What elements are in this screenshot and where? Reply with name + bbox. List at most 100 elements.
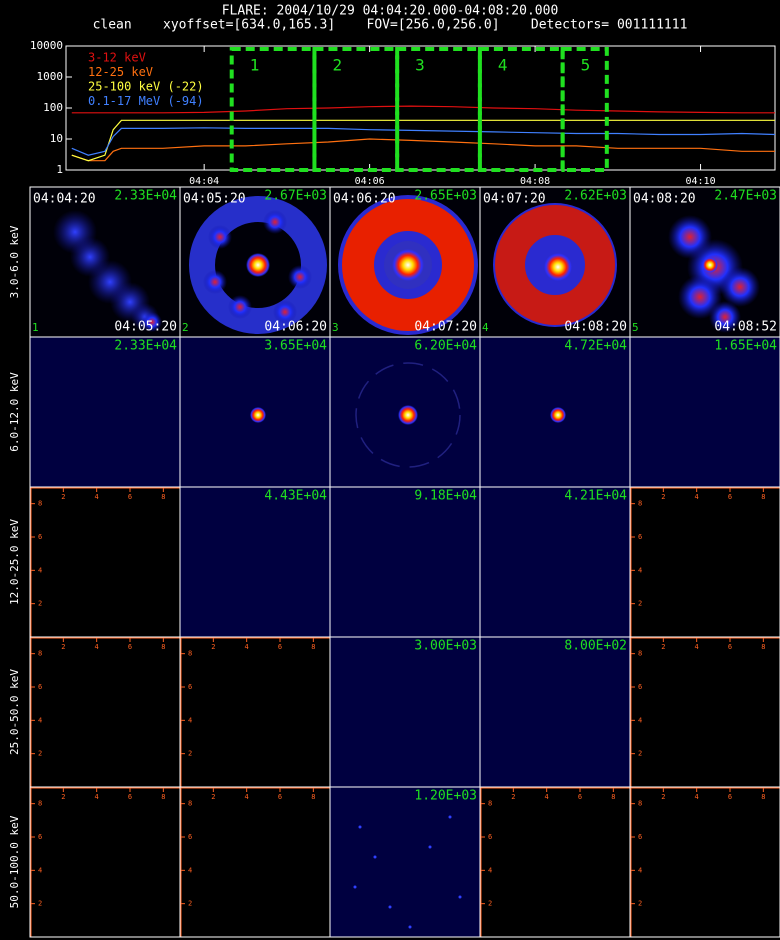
panel-tick-label: 4 bbox=[638, 566, 642, 574]
panel-tick-label: 4 bbox=[638, 866, 642, 874]
panel: 3.65E+04 bbox=[179, 336, 331, 488]
panel-index: 4 bbox=[482, 321, 489, 334]
start-time: 04:07:20 bbox=[483, 192, 546, 207]
panel-tick-label: 2 bbox=[38, 750, 42, 758]
panel-tick-label: 6 bbox=[638, 533, 642, 541]
row-label: 6.0-12.0 keV bbox=[8, 372, 21, 452]
image-feature bbox=[702, 257, 718, 273]
max-value: 4.43E+04 bbox=[264, 489, 327, 504]
x-tick-label: 04:10 bbox=[685, 176, 715, 187]
legend-entry: 12-25 keV bbox=[88, 65, 153, 79]
panel: 04:05:20 04:06:20 2 2.67E+03 bbox=[179, 186, 331, 338]
panel-tick-label: 6 bbox=[278, 643, 282, 651]
panel-tick-label: 8 bbox=[638, 800, 642, 808]
panel: 2 2 4 4 6 6 8 8 bbox=[29, 636, 181, 788]
max-value: 2.65E+03 bbox=[414, 189, 477, 204]
max-value: 3.00E+03 bbox=[414, 639, 477, 654]
image-feature bbox=[288, 265, 312, 289]
panel: 04:08:20 04:08:52 5 2.47E+03 bbox=[629, 186, 780, 338]
interval-box bbox=[229, 47, 317, 172]
panel: 04:07:20 04:08:20 4 2.62E+03 bbox=[479, 186, 631, 338]
panel-index: 5 bbox=[632, 321, 639, 334]
y-tick-label: 10 bbox=[50, 132, 63, 145]
panel-index: 2 bbox=[182, 321, 189, 334]
panel-tick-label: 8 bbox=[311, 793, 315, 801]
image-feature bbox=[189, 196, 327, 334]
panel-tick-label: 8 bbox=[761, 793, 765, 801]
image-feature bbox=[544, 253, 572, 281]
panel-tick-label: 8 bbox=[161, 643, 165, 651]
panel: 04:06:20 04:07:20 3 2.65E+03 bbox=[329, 186, 481, 338]
interval-label: 1 bbox=[250, 56, 260, 75]
image-feature bbox=[142, 312, 162, 332]
panel-tick-label: 4 bbox=[245, 793, 249, 801]
panel-tick-label: 4 bbox=[38, 866, 42, 874]
panel: 2 2 4 4 6 6 8 8 bbox=[629, 486, 780, 638]
panel-tick-label: 2 bbox=[638, 600, 642, 608]
panel: 2.33E+04 bbox=[29, 336, 181, 488]
panel-tick-label: 8 bbox=[311, 643, 315, 651]
panel-tick-label: 6 bbox=[578, 793, 582, 801]
image-feature bbox=[448, 815, 452, 819]
panel-background bbox=[180, 637, 330, 787]
panel-tick-label: 4 bbox=[95, 493, 99, 501]
panel-tick-label: 8 bbox=[638, 500, 642, 508]
panel-tick-label: 4 bbox=[188, 716, 192, 724]
panel-tick-label: 2 bbox=[61, 493, 65, 501]
image-feature bbox=[709, 301, 741, 333]
panel-tick-label: 2 bbox=[661, 493, 665, 501]
max-value: 4.72E+04 bbox=[564, 339, 627, 354]
image-feature bbox=[720, 267, 760, 307]
panel-tick-label: 8 bbox=[188, 800, 192, 808]
interval-label: 5 bbox=[581, 56, 591, 75]
panel-tick-label: 6 bbox=[38, 683, 42, 691]
end-time: 04:08:20 bbox=[564, 320, 627, 335]
panel-tick-label: 6 bbox=[728, 793, 732, 801]
panel-tick-label: 4 bbox=[488, 866, 492, 874]
panel: 2 2 4 4 6 6 8 8 bbox=[29, 486, 181, 638]
panel: 1.20E+03 bbox=[329, 786, 481, 938]
row-label: 3.0-6.0 keV bbox=[8, 225, 21, 298]
interval-label: 3 bbox=[415, 56, 425, 75]
panel-tick-label: 4 bbox=[95, 793, 99, 801]
panel-background bbox=[30, 337, 180, 487]
panel-tick-label: 8 bbox=[488, 800, 492, 808]
panel-tick-label: 2 bbox=[188, 750, 192, 758]
panel-tick-label: 8 bbox=[188, 650, 192, 658]
legend-entry: 25-100 keV (-22) bbox=[88, 80, 204, 94]
panel-tick-label: 6 bbox=[638, 833, 642, 841]
image-feature bbox=[355, 362, 461, 468]
interval-box bbox=[395, 47, 482, 172]
panel-background bbox=[330, 637, 480, 787]
max-value: 2.33E+04 bbox=[114, 339, 177, 354]
panel-tick-label: 2 bbox=[211, 793, 215, 801]
panel-tick-label: 4 bbox=[245, 643, 249, 651]
panel-background bbox=[630, 487, 780, 637]
image-feature bbox=[408, 925, 412, 929]
series-line bbox=[71, 138, 775, 162]
panel-background bbox=[180, 487, 330, 637]
panel: 2 2 4 4 6 6 8 8 bbox=[29, 786, 181, 938]
max-value: 6.20E+04 bbox=[414, 339, 477, 354]
panel-background bbox=[480, 637, 630, 787]
image-feature bbox=[458, 895, 462, 899]
image-feature bbox=[263, 210, 287, 234]
image-feature bbox=[358, 825, 362, 829]
x-tick-label: 04:06 bbox=[355, 176, 385, 187]
panel-tick-label: 2 bbox=[61, 793, 65, 801]
panel-tick-label: 2 bbox=[38, 600, 42, 608]
row-label: 50.0-100.0 keV bbox=[8, 815, 21, 908]
panel-border bbox=[629, 786, 780, 938]
panel-tick-label: 4 bbox=[95, 643, 99, 651]
panel: 2 2 4 4 6 6 8 8 bbox=[629, 786, 780, 938]
legend-entry: 3-12 keV bbox=[88, 51, 146, 65]
panel-tick-label: 6 bbox=[278, 793, 282, 801]
end-time: 04:07:20 bbox=[414, 320, 477, 335]
panel-background bbox=[630, 787, 780, 937]
end-time: 04:06:20 bbox=[264, 320, 327, 335]
panel: 4.72E+04 bbox=[479, 336, 631, 488]
panel-background bbox=[630, 337, 780, 487]
max-value: 2.67E+03 bbox=[264, 189, 327, 204]
panel-background bbox=[480, 487, 630, 637]
